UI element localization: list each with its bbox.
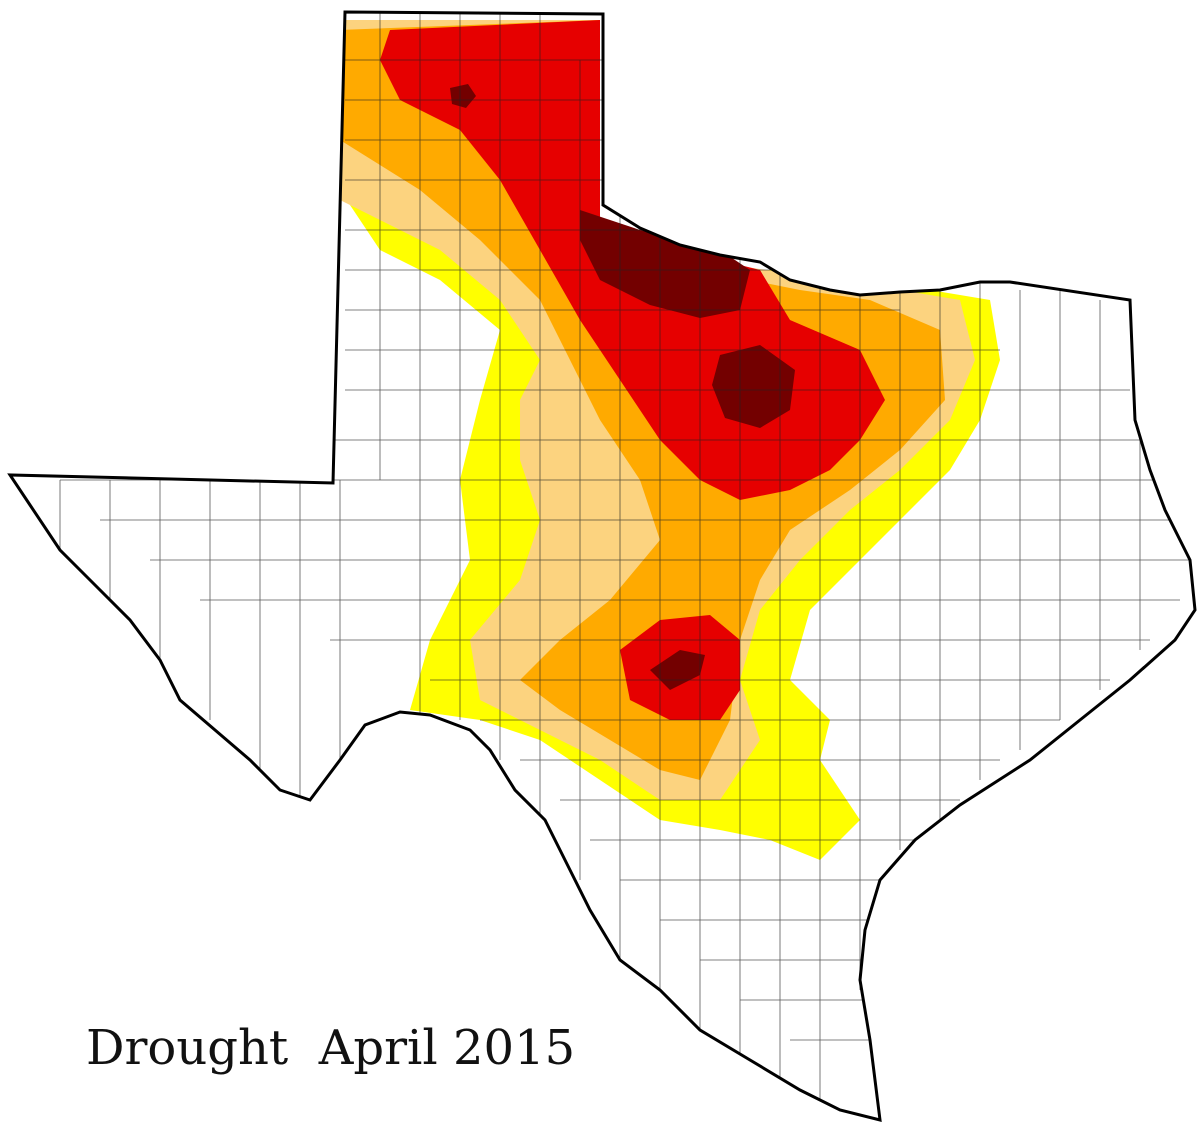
map-title: Drought April 2015	[86, 1020, 576, 1076]
county-lines	[10, 12, 1190, 1100]
